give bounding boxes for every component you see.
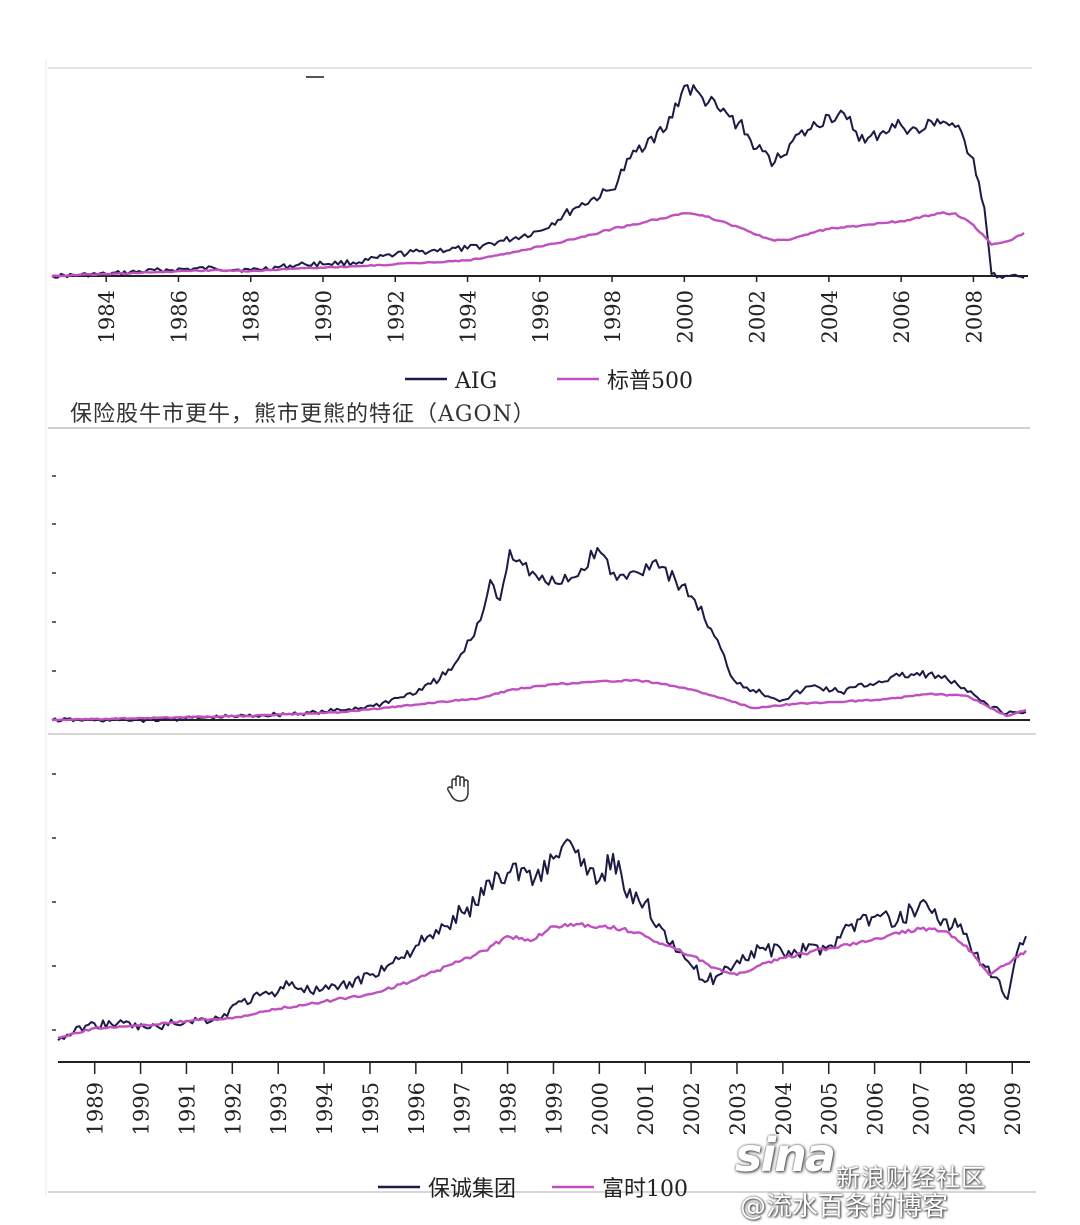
- x-tick-label: 1998: [601, 290, 625, 343]
- x-tick-label: 1989: [84, 1082, 108, 1135]
- series-line-series-1: [51, 547, 1027, 723]
- x-tick-label: 2007: [909, 1082, 933, 1135]
- x-tick-label: 2009: [1001, 1082, 1025, 1135]
- series-line-series-2: [51, 678, 1027, 722]
- series-line-标普500: [51, 211, 1025, 278]
- x-tick-label: 1994: [457, 290, 481, 343]
- series-line-保诚集团: [57, 838, 1027, 1041]
- x-tick-label: 1984: [95, 290, 119, 343]
- legend-label: 保诚集团: [428, 1177, 516, 1202]
- chart-legend: 保诚集团 富时100: [378, 1177, 688, 1202]
- chart-prudential-ftse100: 1989 1990 1991 1992 1993 1994 1995 1996 1997 1998…: [52, 773, 1030, 1202]
- x-tick-label: 2002: [680, 1082, 704, 1135]
- x-tick-label: 1991: [175, 1082, 199, 1135]
- watermark-author: @流水百条的博客: [740, 1192, 949, 1222]
- x-tick-label: 2004: [818, 290, 842, 343]
- x-tick-label: 1995: [359, 1082, 383, 1135]
- x-tick-label: 1993: [267, 1082, 291, 1135]
- x-tick-label: 1986: [167, 290, 191, 343]
- legend-label: 富时100: [602, 1177, 688, 1202]
- hand-cursor-icon: [447, 775, 469, 802]
- chart-agon: [51, 475, 1030, 723]
- chart-caption: 保险股牛市更牛，熊市更熊的特征（AGON）: [70, 402, 536, 427]
- x-tick-label: 1997: [451, 1082, 475, 1135]
- x-tick-label: 1992: [384, 290, 408, 343]
- legend-label: 标普500: [607, 369, 693, 394]
- watermark-site: 新浪财经社区: [836, 1164, 986, 1192]
- x-tick-label: 2001: [634, 1082, 658, 1135]
- x-tick-label: 2008: [962, 290, 986, 343]
- x-tick-label: 2000: [673, 290, 697, 343]
- x-tick-label: 1994: [313, 1082, 337, 1135]
- legend-label: AIG: [454, 369, 497, 394]
- chart-aig-sp500: 1984 1986 1988 1990 1992 1994 1996 1998 2000 2002…: [51, 84, 1028, 394]
- x-tick-label: 2005: [818, 1082, 842, 1135]
- series-line-AIG: [51, 84, 1025, 279]
- x-tick-label: 1990: [130, 1082, 154, 1135]
- x-tick-label: 1998: [497, 1082, 521, 1135]
- x-tick-label: 1996: [529, 290, 553, 343]
- x-tick-label: 2004: [772, 1082, 796, 1135]
- x-tick-label: 2000: [588, 1082, 612, 1135]
- x-tick-label: 2002: [746, 290, 770, 343]
- series-line-富时100: [57, 922, 1027, 1039]
- chart-legend: AIG 标普500: [405, 369, 693, 394]
- x-tick-label: 1990: [312, 290, 336, 343]
- x-tick-label: 1996: [405, 1082, 429, 1135]
- x-tick-label: 2006: [890, 290, 914, 343]
- x-tick-label: 2003: [726, 1082, 750, 1135]
- x-tick-label: 2008: [955, 1082, 979, 1135]
- sina-logo: sina: [735, 1128, 836, 1182]
- x-tick-label: 2006: [864, 1082, 888, 1135]
- x-tick-label: 1988: [240, 290, 264, 343]
- x-tick-label: 1992: [221, 1082, 245, 1135]
- x-tick-label: 1999: [542, 1082, 566, 1135]
